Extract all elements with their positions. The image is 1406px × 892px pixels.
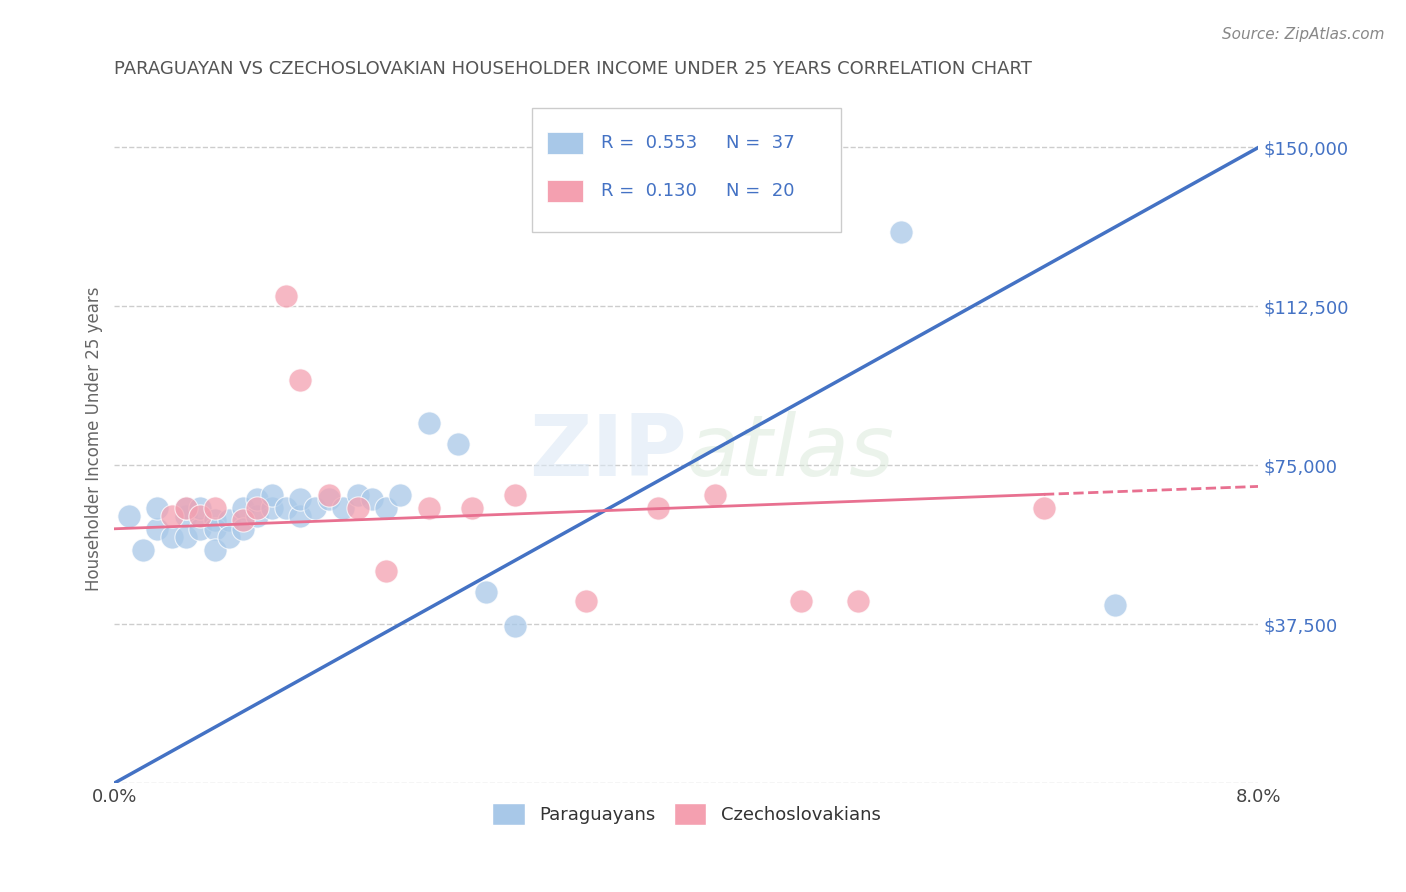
Point — [246, 492, 269, 507]
Text: R =  0.553: R = 0.553 — [600, 134, 697, 152]
Point — [346, 488, 368, 502]
Point — [218, 513, 240, 527]
Point — [132, 543, 155, 558]
Point — [218, 530, 240, 544]
Text: N =  20: N = 20 — [727, 182, 794, 200]
Point — [318, 492, 340, 507]
Point — [461, 500, 484, 515]
Point — [318, 488, 340, 502]
Point — [188, 522, 211, 536]
Point — [146, 522, 169, 536]
Point — [647, 500, 669, 515]
Text: atlas: atlas — [686, 411, 894, 494]
Point — [375, 500, 398, 515]
Point — [290, 509, 312, 524]
Point — [232, 522, 254, 536]
Point — [146, 500, 169, 515]
Point — [246, 500, 269, 515]
Point — [475, 585, 498, 599]
Point — [503, 619, 526, 633]
Point — [1104, 598, 1126, 612]
FancyBboxPatch shape — [547, 180, 583, 202]
Point — [204, 500, 226, 515]
Point — [188, 500, 211, 515]
Point — [118, 509, 141, 524]
Point — [846, 594, 869, 608]
Point — [174, 500, 197, 515]
Point — [890, 225, 912, 239]
Text: N =  37: N = 37 — [727, 134, 796, 152]
Point — [418, 416, 440, 430]
Point — [304, 500, 326, 515]
Point — [446, 437, 468, 451]
Point — [332, 500, 354, 515]
Point — [260, 488, 283, 502]
Point — [704, 488, 727, 502]
Point — [232, 513, 254, 527]
Point — [174, 500, 197, 515]
Point — [375, 564, 398, 578]
Point — [232, 500, 254, 515]
Point — [160, 530, 183, 544]
Y-axis label: Householder Income Under 25 years: Householder Income Under 25 years — [86, 286, 103, 591]
Point — [290, 374, 312, 388]
Point — [389, 488, 412, 502]
Point — [360, 492, 382, 507]
Point — [274, 500, 297, 515]
Point — [246, 509, 269, 524]
Point — [204, 543, 226, 558]
Text: PARAGUAYAN VS CZECHOSLOVAKIAN HOUSEHOLDER INCOME UNDER 25 YEARS CORRELATION CHAR: PARAGUAYAN VS CZECHOSLOVAKIAN HOUSEHOLDE… — [114, 60, 1032, 78]
Point — [274, 289, 297, 303]
Text: ZIP: ZIP — [529, 411, 686, 494]
Point — [160, 509, 183, 524]
Point — [790, 594, 813, 608]
Point — [418, 500, 440, 515]
FancyBboxPatch shape — [531, 108, 841, 232]
Text: Source: ZipAtlas.com: Source: ZipAtlas.com — [1222, 27, 1385, 42]
Text: R =  0.130: R = 0.130 — [600, 182, 696, 200]
Legend: Paraguayans, Czechoslovakians: Paraguayans, Czechoslovakians — [485, 796, 887, 832]
Point — [188, 509, 211, 524]
Point — [204, 513, 226, 527]
FancyBboxPatch shape — [547, 132, 583, 153]
Point — [1032, 500, 1054, 515]
Point — [260, 500, 283, 515]
Point — [290, 492, 312, 507]
Point — [346, 500, 368, 515]
Point — [174, 509, 197, 524]
Point — [174, 530, 197, 544]
Point — [204, 522, 226, 536]
Point — [503, 488, 526, 502]
Point — [575, 594, 598, 608]
